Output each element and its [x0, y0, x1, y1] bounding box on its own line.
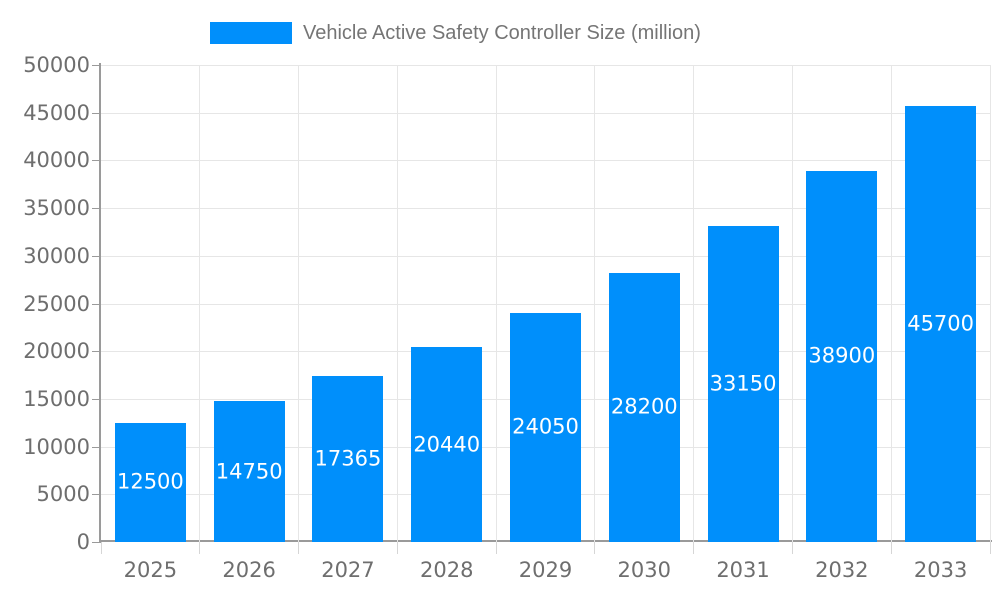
x-tick-label-2031: 2031	[716, 558, 770, 582]
bar-2030[interactable]: 28200	[608, 272, 680, 542]
x-tick-mark	[396, 542, 398, 554]
y-tick-label: 5000	[36, 482, 90, 507]
gridline-vertical	[594, 65, 596, 542]
gridline-vertical	[396, 65, 398, 542]
bar-2033[interactable]: 45700	[905, 106, 977, 542]
x-tick-label-2027: 2027	[321, 558, 375, 582]
y-tick-mark	[92, 208, 101, 210]
bar-value-label: 14750	[215, 459, 283, 484]
y-tick-mark	[92, 398, 101, 400]
y-tick-label: 20000	[23, 339, 90, 364]
legend[interactable]: Vehicle Active Safety Controller Size (m…	[210, 18, 701, 48]
plot-area: 12500 14750 17365 20440 24050 28200 33150 38900…	[101, 65, 991, 542]
gridline-vertical	[298, 65, 300, 542]
y-tick-label: 45000	[23, 100, 90, 125]
x-tick-label-2025: 2025	[123, 558, 178, 582]
x-tick-mark	[495, 542, 497, 554]
gridline-vertical	[791, 65, 793, 542]
y-tick-label: 25000	[23, 291, 90, 316]
y-tick-mark	[92, 255, 101, 257]
gridline-vertical	[495, 65, 497, 542]
x-tick-label-2030: 2030	[617, 558, 671, 582]
x-tick-mark	[199, 542, 201, 554]
y-tick-mark	[92, 160, 101, 162]
y-tick-mark	[92, 65, 101, 66]
bar-2026[interactable]: 14750	[213, 401, 285, 542]
gridline-horizontal	[101, 65, 990, 66]
gridline-vertical	[693, 65, 695, 542]
x-tick-label-2033: 2033	[913, 558, 968, 582]
x-tick-label-2028: 2028	[419, 558, 474, 582]
y-tick-mark	[92, 112, 101, 114]
legend-swatch	[210, 22, 292, 44]
bar-2032[interactable]: 38900	[806, 170, 878, 542]
bar-value-label: 38900	[808, 343, 876, 368]
x-tick-mark	[890, 542, 892, 554]
legend-series-label: Vehicle Active Safety Controller Size (m…	[303, 21, 701, 44]
bar-value-label: 45700	[907, 311, 975, 336]
bar-value-label: 24050	[512, 414, 579, 439]
x-tick-mark	[298, 542, 300, 554]
y-tick-label: 50000	[23, 53, 90, 77]
y-tick-label: 35000	[23, 196, 90, 221]
gridline-horizontal	[101, 255, 990, 257]
gridline-horizontal	[101, 112, 990, 114]
gridline-horizontal	[101, 208, 990, 210]
bar-2028[interactable]: 20440	[411, 347, 483, 542]
y-axis-line	[99, 63, 101, 542]
x-tick-mark	[693, 542, 695, 554]
y-tick-mark	[92, 303, 101, 305]
bar-2029[interactable]: 24050	[510, 312, 581, 542]
x-tick-mark	[594, 542, 596, 554]
y-tick-mark	[92, 494, 101, 496]
bar-2025[interactable]: 12500	[114, 422, 186, 542]
gridline-horizontal	[101, 303, 990, 305]
bar-value-label: 17365	[314, 446, 382, 471]
y-tick-mark	[92, 446, 101, 448]
x-tick-label-2029: 2029	[518, 558, 573, 582]
bar-value-label: 20440	[413, 432, 481, 456]
x-tick-mark	[989, 542, 991, 554]
y-tick-label: 30000	[23, 243, 90, 268]
x-tick-label-2026: 2026	[222, 558, 276, 582]
y-tick-mark	[92, 351, 101, 353]
bar-value-label: 28200	[610, 394, 678, 419]
bar-value-label: 12500	[116, 469, 184, 494]
bar-2031[interactable]: 33150	[707, 225, 779, 542]
y-tick-label: 15000	[23, 386, 90, 411]
gridline-vertical	[199, 65, 201, 542]
x-tick-mark	[791, 542, 793, 554]
y-tick-label: 40000	[23, 148, 90, 173]
x-tick-label-2032: 2032	[815, 558, 869, 582]
bar-value-label: 33150	[709, 371, 777, 396]
gridline-vertical	[989, 65, 991, 542]
gridline-vertical	[890, 65, 892, 542]
x-tick-mark	[100, 542, 102, 554]
y-tick-mark	[92, 542, 101, 543]
gridline-horizontal	[101, 160, 990, 162]
y-tick-label: 10000	[23, 434, 90, 459]
y-tick-label: 0	[76, 530, 90, 554]
bar-2027[interactable]: 17365	[312, 376, 384, 542]
